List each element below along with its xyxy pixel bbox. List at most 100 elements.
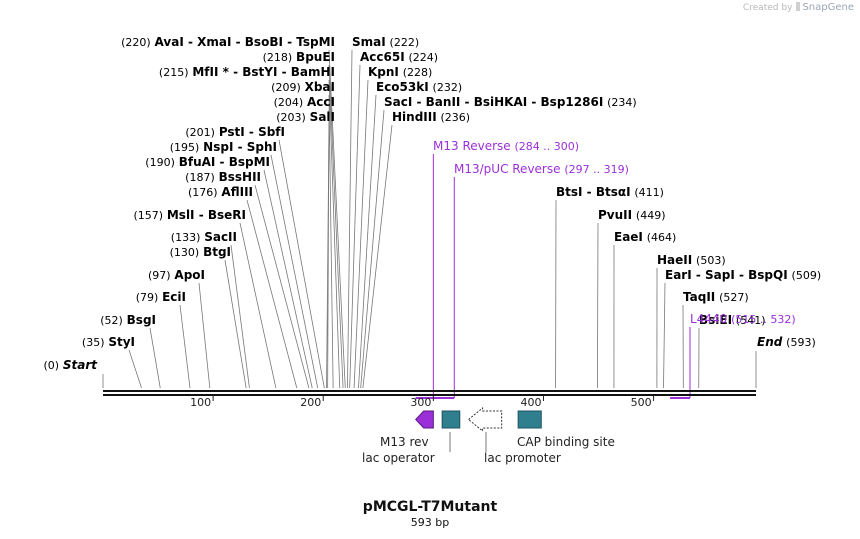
- site-line-bfuai-bspmi: [263, 169, 313, 389]
- site-labels: (220) AvaI - XmaI - BsoBI - TspMI SmaI (2…: [43, 35, 821, 372]
- feature-label-m13-rev: M13 rev: [380, 435, 429, 449]
- site-label-kpni: KpnI (228): [368, 65, 432, 79]
- site-connector-lines: [102, 49, 757, 389]
- site-position: (203): [276, 111, 306, 124]
- site-label-xbai: (209) XbaI: [271, 80, 335, 94]
- site-position: (464): [647, 231, 677, 244]
- site-name: BfuAI - BspMI: [179, 155, 270, 169]
- site-name: KpnI: [368, 65, 399, 79]
- site-label-msli-bseri: (157) MslI - BseRI: [133, 208, 246, 222]
- ruler-tick-label: 300: [410, 396, 431, 409]
- site-label-sali: (203) SalI: [276, 110, 335, 124]
- site-position: (209): [271, 81, 301, 94]
- site-name: ApoI: [174, 268, 205, 282]
- site-label-afliii: (176) AflIII: [188, 185, 253, 199]
- site-label-mfii-bstyi-bamhi: (215) MfII * - BstYI - BamHI: [159, 65, 335, 79]
- site-label-hindiii: HindIII (236): [392, 110, 470, 124]
- site-name: MslI - BseRI: [167, 208, 246, 222]
- site-line-eco53ki: [358, 94, 377, 389]
- site-position: (157): [133, 209, 163, 222]
- feature-label-cap-binding-site: CAP binding site: [517, 435, 615, 449]
- primer-range: (297 .. 319): [564, 163, 629, 176]
- site-position: (218): [263, 51, 293, 64]
- site-position: (449): [636, 209, 666, 222]
- site-position: (201): [185, 126, 215, 139]
- site-position: (187): [185, 171, 215, 184]
- primer-annotations: M13 Reverse (284 .. 300) M13/pUC Reverse …: [415, 139, 796, 399]
- site-name: EciI: [162, 290, 186, 304]
- site-position: (509): [792, 269, 822, 282]
- site-line-apoi: [198, 282, 211, 389]
- site-position: (527): [719, 291, 749, 304]
- site-position: (215): [159, 66, 189, 79]
- site-position: (204): [274, 96, 304, 109]
- site-line-nspi-sphi: [270, 154, 319, 389]
- site-name: AccI: [307, 95, 335, 109]
- site-name: EarI - SapI - BspQI: [665, 268, 788, 282]
- site-line-bpuei: [328, 64, 344, 389]
- site-name: BtgI: [203, 245, 231, 259]
- site-line-sali: [326, 124, 330, 389]
- site-name: TaqII: [683, 290, 715, 304]
- site-name: PstI - SbfI: [219, 125, 285, 139]
- site-position: (35): [82, 336, 105, 349]
- site-line-bsgi: [149, 327, 161, 389]
- site-name: BsiEI: [699, 313, 732, 327]
- feature-track: M13 rev lac operator lac promoter CAP bindi…: [362, 406, 615, 465]
- site-line-xbai: [328, 94, 334, 389]
- site-name: XbaI: [305, 80, 335, 94]
- site-position: (541): [736, 314, 766, 327]
- feature-lac-promoter: [467, 406, 503, 433]
- site-name: BpuEI: [296, 50, 335, 64]
- site-position: (220): [121, 36, 151, 49]
- site-line-saci-banii-bsihkai-bsp1286i: [360, 109, 385, 389]
- site-label-pvuii: PvuII (449): [598, 208, 666, 222]
- site-label-bsshii: (187) BssHII: [185, 170, 261, 184]
- site-position: (234): [607, 96, 637, 109]
- site-label-end: End (593): [757, 335, 816, 349]
- site-position: (228): [403, 66, 433, 79]
- site-name: BssHII: [219, 170, 261, 184]
- site-line-bsshii: [254, 184, 310, 389]
- snapgene-logo-icon: [796, 2, 801, 11]
- ruler-tick-label: 500: [631, 396, 652, 409]
- site-position: (190): [145, 156, 175, 169]
- site-name: MfII * - BstYI - BamHI: [192, 65, 335, 79]
- ruler-tick-label: 400: [520, 396, 541, 409]
- primer-name: L4440: [690, 312, 727, 326]
- site-label-styi: (35) StyI: [82, 335, 135, 349]
- site-label-btsi-bts-i: BtsI - BtsαI (411): [556, 185, 664, 199]
- site-line-hindiii: [362, 124, 393, 389]
- site-label-bsgi: (52) BsgI: [100, 313, 156, 327]
- site-label-acc65i: Acc65I (224): [360, 50, 438, 64]
- site-position: (97): [148, 269, 171, 282]
- site-label-psti-sbfi: (201) PstI - SbfI: [185, 125, 285, 139]
- site-label-apoi: (97) ApoI: [148, 268, 205, 282]
- site-label-eari-sapi-bspqi: EarI - SapI - BspQI (509): [665, 268, 821, 282]
- site-line-psti-sbfi: [278, 139, 325, 389]
- primer-range: (284 .. 300): [515, 140, 580, 153]
- site-label-haeii: HaeII (503): [657, 253, 726, 267]
- site-name: End: [757, 335, 783, 349]
- site-label-bfuai-bspmi: (190) BfuAI - BspMI: [145, 155, 270, 169]
- watermark-brand: SnapGene: [802, 2, 854, 13]
- site-position: (222): [390, 36, 420, 49]
- site-position: (232): [433, 81, 463, 94]
- site-label-eco53ki: Eco53kI (232): [376, 80, 462, 94]
- watermark-text: Created by: [742, 3, 793, 13]
- site-line-acc65i: [349, 64, 361, 389]
- site-name: BsgI: [127, 313, 156, 327]
- site-label-start: (0) Start: [43, 358, 98, 372]
- site-position: (195): [170, 141, 200, 154]
- site-name: Acc65I: [360, 50, 405, 64]
- site-name: StyI: [108, 335, 135, 349]
- site-line-avai-xmai-bsobi-tspmi: [328, 49, 346, 389]
- site-line-mfii-bstyi-bamhi: [328, 79, 341, 389]
- site-position: (411): [634, 186, 664, 199]
- plasmid-size: 593 bp: [410, 516, 450, 529]
- feature-cap-binding-site: [517, 410, 542, 429]
- site-line-msli-bseri: [239, 222, 277, 389]
- site-label-btgi: (130) BtgI: [170, 245, 231, 259]
- site-position: (133): [171, 231, 201, 244]
- primer-name: M13/pUC Reverse: [454, 162, 561, 176]
